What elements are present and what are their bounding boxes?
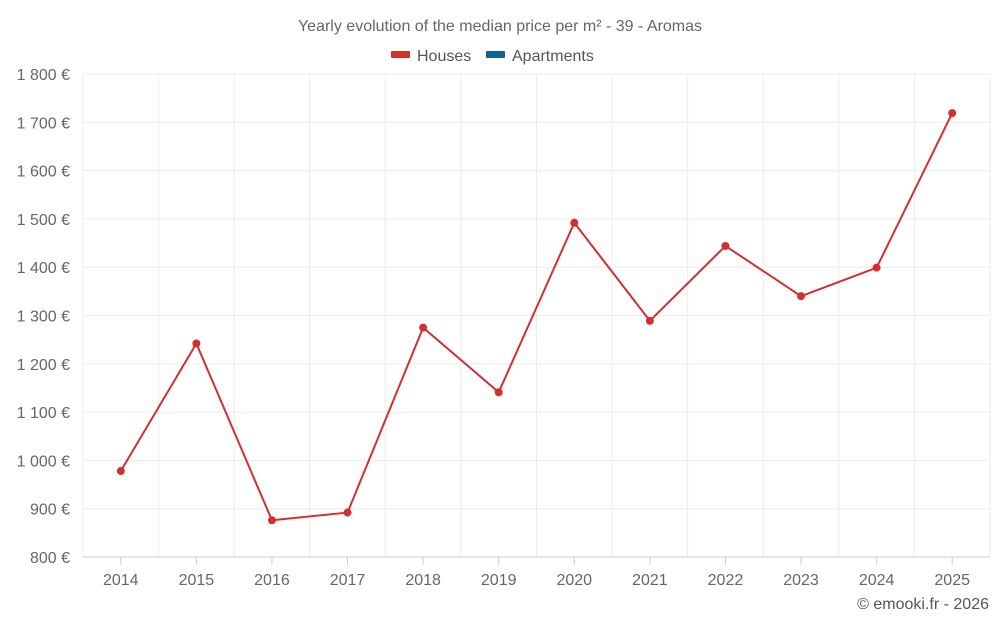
y-tick-label: 1 500 € [17,212,70,229]
x-tick-label: 2022 [708,572,744,589]
x-tick-label: 2025 [934,572,970,589]
y-tick-label: 900 € [30,502,70,519]
y-axis: 800 € 900 € 1 000 € 1 100 € 1 200 € 1 300 € 1 … [17,67,70,567]
chart-title: Yearly evolution of the median price per… [298,18,702,35]
data-point-2023[interactable] [797,292,806,301]
x-tick-label: 2019 [481,572,517,589]
y-tick-label: 1 100 € [17,405,70,422]
y-tick-label: 1 800 € [17,67,70,84]
y-tick-label: 800 € [30,550,70,567]
legend-swatch-houses [391,51,410,58]
grid [82,73,991,557]
x-tick-label: 2015 [179,572,215,589]
y-tick-label: 1 000 € [17,453,70,470]
data-point-2021[interactable] [645,316,654,325]
legend-swatch-apartments [486,51,505,58]
y-tick-label: 1 400 € [17,260,70,277]
data-point-2022[interactable] [721,241,730,250]
data-point-2016[interactable] [267,516,276,525]
credit-text: © emooki.fr - 2026 [857,596,989,613]
x-tick-label: 2016 [254,572,290,589]
data-point-2018[interactable] [419,323,428,332]
x-tick-label: 2018 [405,572,441,589]
x-tick-label: 2014 [103,572,139,589]
x-axis: 2014 2015 2016 2017 2018 2019 2020 2021 2022 2023… [83,556,990,589]
y-tick-label: 1 200 € [17,357,70,374]
data-point-2014[interactable] [116,467,125,476]
data-point-2020[interactable] [570,218,579,227]
data-point-2019[interactable] [494,388,503,397]
y-tick-label: 1 600 € [17,164,70,181]
data-point-2017[interactable] [343,508,352,517]
y-tick-label: 1 300 € [17,309,70,326]
data-point-2015[interactable] [192,339,201,348]
data-point-2025[interactable] [948,109,957,118]
x-tick-label: 2024 [859,572,895,589]
data-point-2024[interactable] [872,263,881,272]
x-tick-label: 2020 [556,572,592,589]
x-tick-label: 2021 [632,572,668,589]
x-tick-label: 2017 [330,572,366,589]
legend-item-apartments[interactable]: Apartments [486,48,594,65]
y-tick-label: 1 700 € [17,115,70,132]
series-line-houses [119,112,954,522]
x-tick-label: 2023 [783,572,819,589]
legend-label-apartments: Apartments [512,48,594,65]
series-layer [116,109,957,525]
legend-label-houses: Houses [417,48,471,65]
legend: Houses Apartments [391,48,594,65]
legend-item-houses[interactable]: Houses [391,48,471,65]
